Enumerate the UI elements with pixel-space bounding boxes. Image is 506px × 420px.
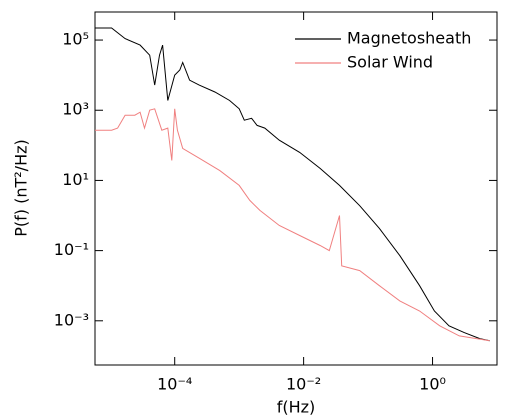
x-tick-label: 10⁰ bbox=[419, 375, 446, 394]
y-tick-label: 10⁻³ bbox=[54, 310, 89, 329]
x-tick-label: 10⁻² bbox=[286, 375, 321, 394]
x-tick-label: 10⁻⁴ bbox=[157, 375, 192, 394]
series-line bbox=[95, 108, 490, 342]
legend-label: Magnetosheath bbox=[347, 29, 471, 48]
y-tick-label: 10⁵ bbox=[62, 30, 89, 49]
y-tick-label: 10³ bbox=[62, 100, 89, 119]
y-tick-label: 10⁻¹ bbox=[54, 240, 89, 259]
legend-label: Solar Wind bbox=[347, 53, 433, 72]
y-axis-label: P(f) (nT²/Hz) bbox=[12, 139, 31, 236]
x-axis-label: f(Hz) bbox=[277, 398, 316, 417]
plot-frame bbox=[94, 11, 498, 366]
y-tick-label: 10¹ bbox=[62, 170, 89, 189]
series-line bbox=[95, 27, 490, 342]
